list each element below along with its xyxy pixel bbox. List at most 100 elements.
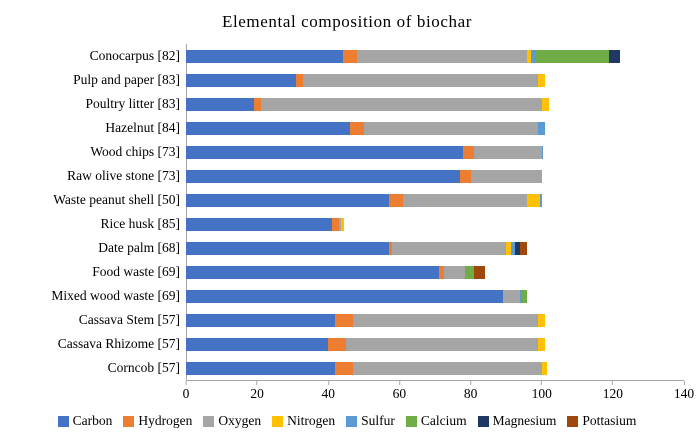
bar-segment-carbon [186, 169, 460, 183]
x-tick: 80 [463, 381, 478, 402]
bar-segment-pottasium [474, 265, 485, 279]
category-label: Cassava Rhizome [57] [57, 336, 180, 351]
bar-row: Poultry litter [83] [10, 92, 684, 116]
legend-item-magnesium: Magnesium [477, 413, 557, 429]
legend-item-pottasium: Pottasium [567, 413, 636, 429]
bar-track [186, 361, 684, 375]
bar-row: Hazelnut [84] [10, 116, 684, 140]
legend-item-hydrogen: Hydrogen [123, 413, 192, 429]
x-tick-label: 40 [321, 386, 336, 401]
legend-label: Hydrogen [138, 413, 193, 428]
bar-row: Cassava Rhizome [57] [10, 332, 684, 356]
x-tick-label: 140 [673, 386, 695, 401]
bar-segment-carbon [186, 193, 389, 207]
legend-item-calcium: Calcium [405, 413, 467, 429]
bar-track [186, 265, 684, 279]
bar-segment-sulfur [538, 121, 546, 135]
legend-item-carbon: Carbon [57, 413, 113, 429]
legend-label: Sulfur [361, 413, 395, 428]
x-tick-mark [185, 381, 187, 385]
bar-segment-oxygen [502, 289, 521, 303]
bar-track [186, 121, 684, 135]
bar-segment-hydrogen [388, 241, 393, 255]
category-label: Food waste [69] [92, 264, 180, 279]
legend-label: Magnesium [492, 413, 557, 428]
bar-track [186, 289, 684, 303]
bar-segment-hydrogen [342, 49, 357, 63]
x-tick-label: 80 [463, 386, 478, 401]
bar-row: Conocarpus [82] [10, 44, 684, 68]
x-tick-mark [327, 381, 329, 385]
x-tick-mark [612, 381, 614, 385]
bar-segment-nitrogen [340, 217, 345, 231]
bar-segment-oxygen [470, 169, 542, 183]
bar-track [186, 193, 684, 207]
bar-segment-hydrogen [331, 217, 339, 231]
bar-row: Raw olive stone [73] [10, 164, 684, 188]
bar-segment-sulfur [541, 145, 544, 159]
x-tick-mark [470, 381, 472, 385]
x-tick-mark [541, 381, 543, 385]
legend-item-nitrogen: Nitrogen [272, 413, 335, 429]
bar-segment-carbon [186, 289, 503, 303]
chart-rows: Conocarpus [82] Pulp and paper [83] Poultr… [10, 44, 684, 380]
bar-segment-carbon [186, 217, 332, 231]
bar-segment-carbon [186, 361, 336, 375]
x-tick-mark [256, 381, 258, 385]
bar-row: Waste peanut shell [50] [10, 188, 684, 212]
legend-swatch [123, 415, 135, 427]
bar-segment-pottasium [520, 241, 528, 255]
category-label: Raw olive stone [73] [67, 168, 180, 183]
legend-swatch [346, 415, 358, 427]
bar-segment-nitrogen [541, 97, 549, 111]
x-tick: 20 [250, 381, 264, 402]
bar-segment-oxygen [353, 313, 539, 327]
legend-label: Carbon [72, 413, 113, 428]
bar-segment-hydrogen [328, 337, 347, 351]
bar-row: Corncob [57] [10, 356, 684, 380]
bar-segment-magnesium [609, 49, 620, 63]
legend-item-sulfur: Sulfur [346, 413, 395, 429]
x-tick-label: 100 [531, 386, 552, 401]
x-tick-label: 60 [392, 386, 407, 401]
bar-track [186, 145, 684, 159]
bar-track [186, 73, 684, 87]
bar-segment-carbon [186, 241, 389, 255]
bar-track [186, 337, 684, 351]
legend-swatch [272, 415, 284, 427]
bar-segment-oxygen [363, 121, 539, 135]
y-axis-line [186, 44, 187, 381]
category-label: Waste peanut shell [50] [53, 192, 180, 207]
bar-segment-calcium [465, 265, 475, 279]
bar-segment-oxygen [353, 361, 542, 375]
bar-segment-magnesium [515, 241, 521, 255]
bar-segment-carbon [186, 337, 329, 351]
bar-segment-oxygen [346, 337, 539, 351]
legend-swatch [203, 415, 215, 427]
bar-segment-nitrogen [538, 313, 546, 327]
category-label: Rice husk [85] [100, 216, 180, 231]
bar-segment-carbon [186, 97, 254, 111]
x-tick: 140 [674, 381, 694, 402]
chart-title: Elemental composition of biochar [221, 12, 473, 31]
bar-segment-carbon [186, 265, 439, 279]
bar-track [186, 217, 684, 231]
x-tick-mark [683, 381, 685, 385]
bar-track [186, 97, 684, 111]
category-label: Date palm [68] [98, 240, 180, 255]
bar-segment-oxygen [443, 265, 466, 279]
legend: Carbon Hydrogen Oxygen Nitrogen Sulfur Calciu… [10, 413, 684, 429]
bar-segment-oxygen [356, 49, 528, 63]
bar-row: Date palm [68] [10, 236, 684, 260]
bar-segment-hydrogen [349, 121, 364, 135]
x-axis: 0 20 40 60 80 100 120 140 [183, 380, 694, 405]
legend-label: Calcium [420, 413, 467, 428]
bar-row: Cassava Stem [57] [10, 308, 684, 332]
x-tick-label: 120 [602, 386, 623, 401]
bar-segment-hydrogen [438, 265, 444, 279]
category-label: Mixed wood waste [69] [51, 288, 180, 303]
bar-segment-hydrogen [388, 193, 403, 207]
bar-segment-carbon [186, 313, 336, 327]
legend-label: Pottasium [582, 413, 637, 428]
